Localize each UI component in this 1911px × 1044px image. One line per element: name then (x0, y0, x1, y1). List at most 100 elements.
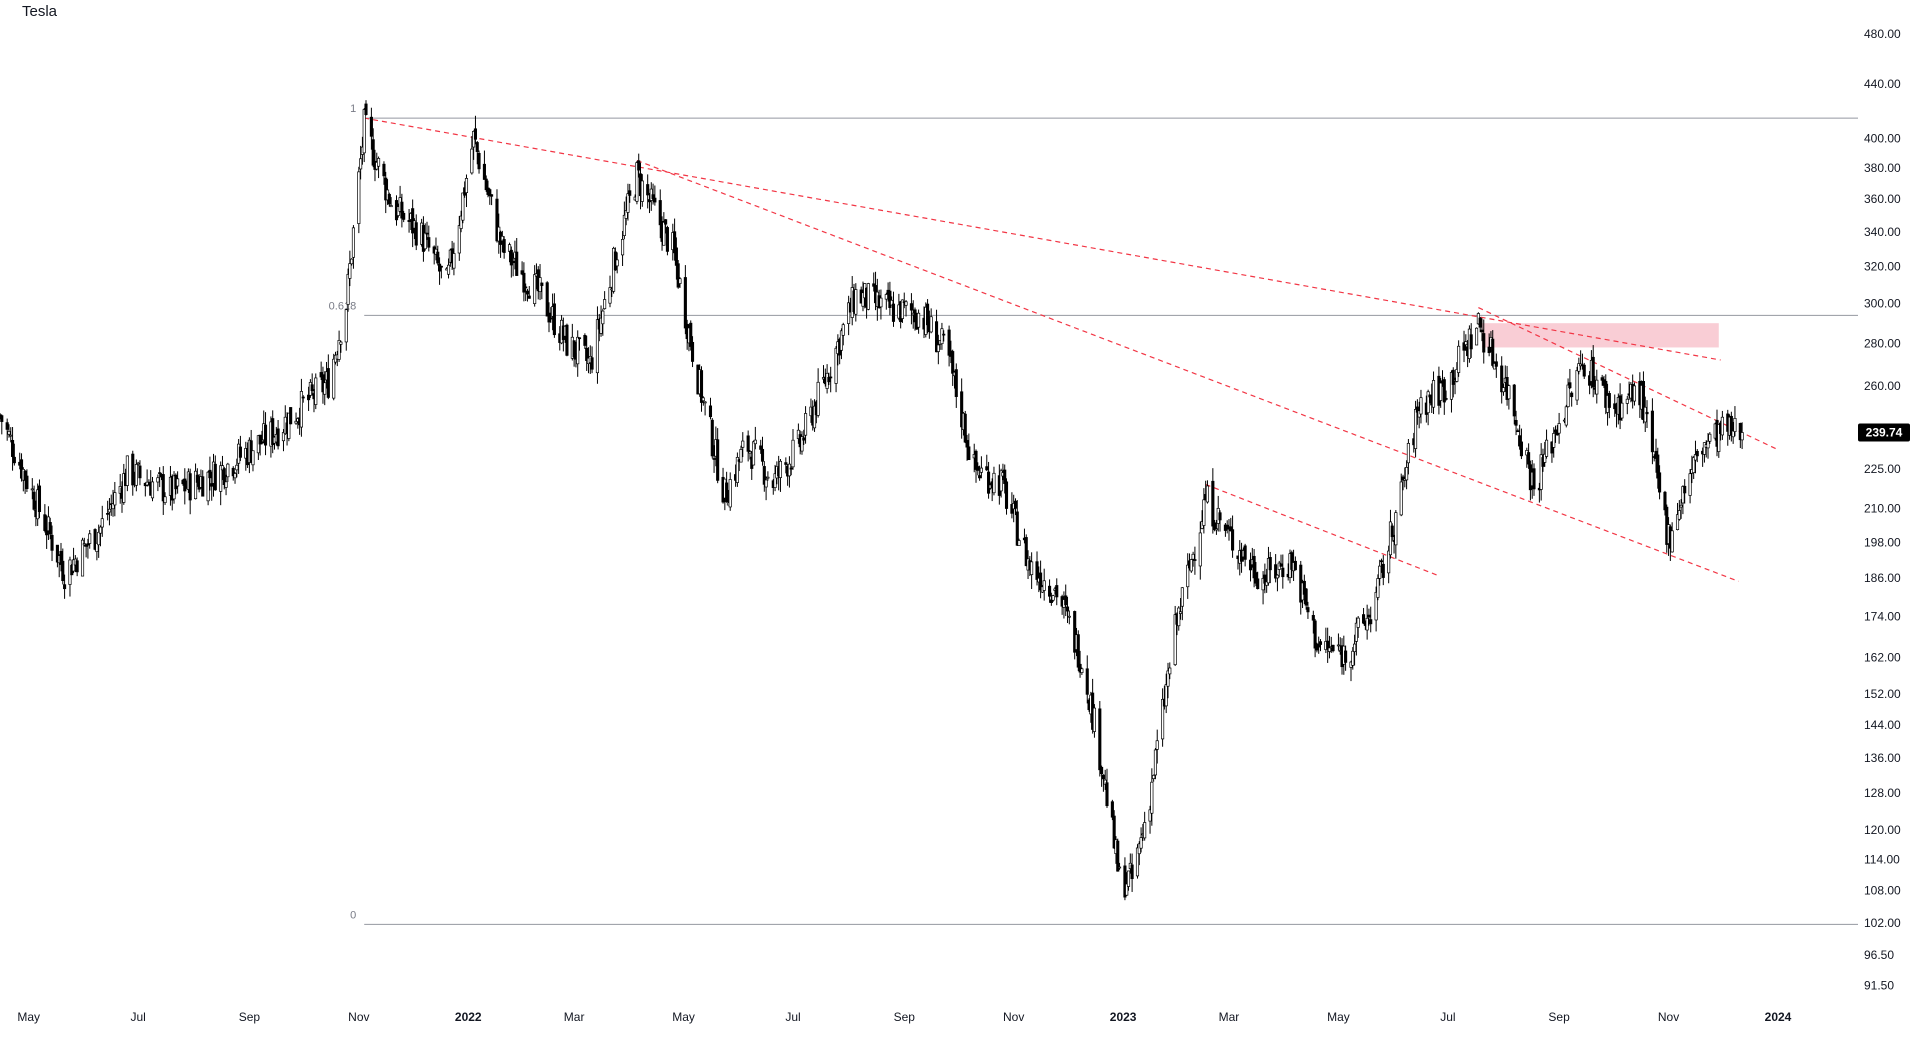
y-tick-label: 128.00 (1864, 786, 1901, 800)
candle-body (699, 370, 704, 403)
candle-body (263, 424, 268, 446)
x-tick-label: Jul (130, 1010, 145, 1024)
candle-body (1191, 553, 1195, 560)
candle-body (861, 292, 865, 307)
candle-body (1076, 634, 1080, 668)
candle-body (1231, 529, 1235, 551)
candle-body (294, 420, 298, 424)
candle-body (1263, 574, 1267, 584)
candle-body (475, 142, 479, 152)
candle-body (1641, 381, 1645, 420)
y-tick-label: 210.00 (1864, 502, 1901, 516)
candle-body (701, 397, 705, 402)
candle-body (1015, 511, 1019, 546)
candle-body (746, 435, 750, 452)
candle-body (163, 496, 167, 503)
x-tick-label: Sep (894, 1010, 916, 1024)
candle-body (1564, 406, 1568, 426)
candle-body (1013, 500, 1018, 509)
candle-body (507, 244, 512, 252)
candle-body (621, 239, 625, 256)
candle-body (1100, 766, 1104, 775)
candle-body (382, 163, 386, 177)
candle-body (75, 560, 79, 573)
candle-body (762, 466, 766, 485)
y-tick-label: 380.00 (1864, 161, 1901, 175)
candle-body (97, 531, 101, 546)
candle-body (1048, 585, 1052, 597)
candle-body (59, 550, 63, 565)
candle-body (1268, 557, 1272, 571)
candle-body (525, 290, 530, 295)
y-tick-label: 102.00 (1864, 916, 1901, 930)
candle-body (1365, 617, 1369, 631)
candle-body (716, 439, 720, 481)
candle-body (219, 465, 223, 492)
candle-body (138, 465, 142, 479)
last-price-label: 239.74 (1866, 425, 1903, 439)
candle-body (439, 265, 443, 268)
candle-body (1399, 481, 1403, 516)
candle-body (84, 544, 88, 547)
candle-body (37, 485, 42, 513)
candle-body (1178, 611, 1183, 614)
candle-body (1494, 361, 1498, 367)
candle-body (748, 451, 752, 454)
candle-body (156, 477, 160, 483)
resistance-zone-layer (1481, 323, 1719, 348)
candle-body (233, 473, 237, 479)
y-tick-label: 320.00 (1864, 260, 1901, 274)
y-tick-label: 186.00 (1864, 571, 1901, 585)
candle-body (1356, 617, 1360, 628)
y-tick-label: 360.00 (1864, 192, 1901, 206)
candle-body (1123, 865, 1127, 898)
candle-body (760, 448, 765, 462)
candle-body (1414, 409, 1418, 449)
candle-body (1362, 614, 1366, 624)
candle-body (251, 450, 255, 466)
candle-body (565, 324, 569, 356)
candle-body (999, 470, 1003, 492)
fib-level-label: 0 (350, 909, 356, 921)
y-tick-label: 91.50 (1864, 979, 1894, 993)
candle-body (909, 303, 913, 311)
candle-body (1186, 564, 1190, 588)
candle-body (965, 440, 969, 448)
candle-body (1101, 774, 1105, 780)
y-tick-label: 108.00 (1864, 883, 1901, 897)
candle-body (624, 210, 628, 219)
candle-body (11, 439, 15, 457)
candle-body (646, 184, 650, 196)
candle-body (1663, 491, 1667, 511)
x-tick-label: May (17, 1010, 40, 1024)
candle-body (1401, 476, 1405, 481)
candle-body (1557, 423, 1561, 434)
y-tick-label: 162.00 (1864, 651, 1901, 665)
candle-body (673, 231, 677, 254)
candle-body (350, 258, 354, 265)
candle-body (1675, 514, 1680, 530)
candle-body (502, 239, 506, 253)
candle-body (759, 445, 763, 450)
y-tick-label: 96.50 (1864, 948, 1894, 962)
candle-body (540, 282, 544, 286)
candle-body (464, 178, 469, 194)
candle-body (890, 299, 894, 306)
candle-body (208, 469, 212, 479)
candle-body (1266, 557, 1271, 584)
candle-body (1243, 545, 1247, 560)
candle-body (678, 278, 682, 284)
candle-body (708, 405, 713, 418)
candle-body (1344, 650, 1348, 663)
candle-body (978, 475, 982, 479)
candle-body (122, 473, 126, 503)
x-tick-label: Sep (1548, 1010, 1570, 1024)
candle-body (459, 215, 463, 229)
candle-body (800, 436, 804, 452)
candle-body (158, 472, 162, 474)
candle-body (590, 357, 594, 370)
candle-body (1374, 591, 1378, 621)
y-axis: 480.00 440.00 400.00 380.00 360.00 340.00 320.… (1864, 27, 1901, 993)
